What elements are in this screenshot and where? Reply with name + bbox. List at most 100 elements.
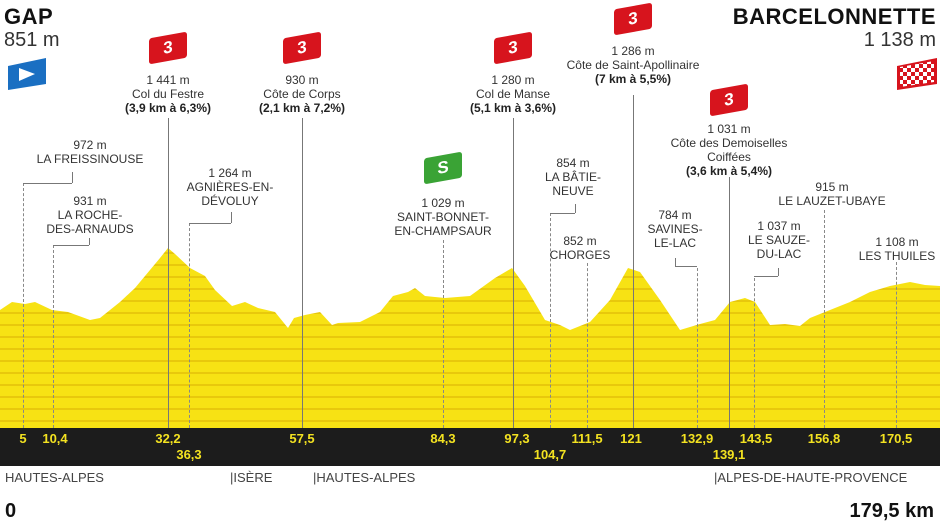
checkered-finish-flag-icon (895, 56, 939, 96)
start-altitude: 851 m (4, 29, 60, 51)
place-altitude: 1 108 m (875, 235, 919, 249)
place-label: 854 m LA BÂTIE- NEUVE (545, 156, 601, 198)
place-label: 1 037 m LE SAUZE- DU-LAC (748, 219, 810, 261)
km-marker: 32,2 (155, 431, 181, 446)
climb-label-col-de-manse: 1 280 m Col de Manse (5,1 km à 3,6%) (470, 73, 556, 115)
climb-leader-line (729, 177, 730, 428)
place-label: 1 264 m AGNIÈRES-EN- DÉVOLUY (187, 166, 274, 208)
place-leader-line (754, 278, 755, 428)
place-name: NEUVE (552, 184, 594, 198)
place-altitude: 1 037 m (757, 219, 801, 233)
climb-leader-line (513, 118, 514, 428)
climb-name: Col de Manse (475, 87, 551, 101)
sprint-label: 1 029 m SAINT-BONNET- EN-CHAMPSAUR (394, 196, 491, 238)
place-leader-line (189, 223, 231, 224)
distance-end: 179,5 km (849, 500, 934, 522)
category-3-climb-icon: 3 (614, 2, 652, 36)
km-marker: 5 (19, 431, 27, 446)
km-marker: 170,5 (879, 431, 913, 446)
place-leader-line (896, 262, 897, 428)
climb-name: Côte de Saint-Apollinaire (566, 58, 700, 72)
place-label: 852 m CHORGES (550, 234, 611, 262)
climb-detail: (3,6 km à 5,4%) (685, 164, 773, 178)
place-leader-line (754, 276, 778, 277)
climb-leader-line (168, 118, 169, 428)
place-leader-line (72, 172, 73, 183)
place-leader-line (23, 183, 72, 184)
place-name: SAVINES- (647, 222, 703, 236)
category-3-climb-icon: 3 (283, 31, 321, 65)
climb-detail: (2,1 km à 7,2%) (258, 101, 346, 115)
km-marker: 139,1 (712, 447, 746, 462)
place-altitude: 1 264 m (208, 166, 252, 180)
climb-leader-line (302, 118, 303, 428)
sprint-name: SAINT-BONNET- (396, 210, 489, 224)
finish-city: BARCELONNETTE (732, 4, 936, 29)
climb-altitude: 1 280 m (491, 73, 535, 87)
climb-name: Col du Festre (131, 87, 205, 101)
place-name: DES-ARNAUDS (46, 222, 134, 236)
distance-start: 0 (5, 500, 17, 522)
km-marker: 36,3 (176, 447, 202, 462)
place-leader-line (697, 268, 698, 428)
place-name: LE LAUZET-UBAYE (778, 194, 886, 208)
start-city: GAP (4, 4, 54, 29)
place-label: 972 m LA FREISSINOUSE (37, 138, 144, 166)
place-leader-line (89, 238, 90, 245)
climb-label-col-du-festre: 1 441 m Col du Festre (3,9 km à 6,3%) (125, 73, 211, 115)
place-name: DÉVOLUY (201, 194, 259, 208)
climb-label-cote-de-saint-apollinaire: 1 286 m Côte de Saint-Apollinaire (7 km … (567, 44, 700, 86)
place-name: AGNIÈRES-EN- (186, 180, 274, 194)
place-leader-line (575, 204, 576, 213)
climb-altitude: 1 286 m (611, 44, 655, 58)
place-altitude: 915 m (815, 180, 849, 194)
place-name: DU-LAC (756, 247, 802, 261)
place-name: CHORGES (549, 248, 611, 262)
km-marker: 156,8 (807, 431, 841, 446)
intermediate-sprint-icon: S (424, 151, 462, 185)
climb-detail: (3,9 km à 6,3%) (124, 101, 212, 115)
place-name: LA BÂTIE- (544, 170, 602, 184)
climb-name: Coiffées (707, 150, 751, 164)
km-marker: 111,5 (571, 431, 603, 446)
climb-altitude: 930 m (285, 73, 319, 87)
place-name: LA FREISSINOUSE (36, 152, 144, 166)
place-leader-line (53, 245, 54, 428)
department-label: |HAUTES-ALPES (313, 470, 416, 485)
department-label: |ALPES-DE-HAUTE-PROVENCE (714, 470, 908, 485)
km-marker-bar (0, 428, 940, 466)
category-3-climb-icon: 3 (494, 31, 532, 65)
place-leader-line (231, 212, 232, 223)
km-marker: 10,4 (42, 431, 68, 446)
category-3-climb-icon: 3 (710, 83, 748, 117)
department-label: |ISÈRE (230, 470, 273, 485)
place-name: LE-LAC (653, 236, 697, 250)
place-altitude: 784 m (658, 208, 692, 222)
place-label: 931 m LA ROCHE- DES-ARNAUDS (46, 194, 133, 236)
place-name: LA ROCHE- (57, 208, 123, 222)
climb-label-cote-de-corps: 930 m Côte de Corps (2,1 km à 7,2%) (259, 73, 345, 115)
km-marker: 97,3 (504, 431, 530, 446)
km-marker: 104,7 (533, 447, 567, 462)
place-leader-line (675, 266, 697, 267)
climb-detail: (5,1 km à 3,6%) (469, 101, 557, 115)
category-3-climb-icon: 3 (149, 31, 187, 65)
place-label: 1 108 m LES THUILES (859, 235, 935, 263)
place-leader-line (189, 223, 190, 428)
place-label: 784 m SAVINES- LE-LAC (647, 208, 702, 250)
place-leader-line (53, 245, 89, 246)
sprint-name: EN-CHAMPSAUR (394, 224, 492, 238)
km-marker: 132,9 (680, 431, 714, 446)
finish-altitude: 1 138 m (863, 29, 936, 51)
place-leader-line (675, 258, 676, 266)
place-leader-line (23, 183, 24, 428)
elevation-profile (0, 230, 940, 430)
climb-detail: (7 km à 5,5%) (594, 72, 672, 86)
place-name: LES THUILES (858, 249, 936, 263)
km-marker: 57,5 (289, 431, 315, 446)
place-altitude: 972 m (73, 138, 107, 152)
place-label: 915 m LE LAUZET-UBAYE (778, 180, 885, 208)
place-altitude: 852 m (563, 234, 597, 248)
place-leader-line (443, 240, 444, 428)
place-altitude: 931 m (73, 194, 107, 208)
